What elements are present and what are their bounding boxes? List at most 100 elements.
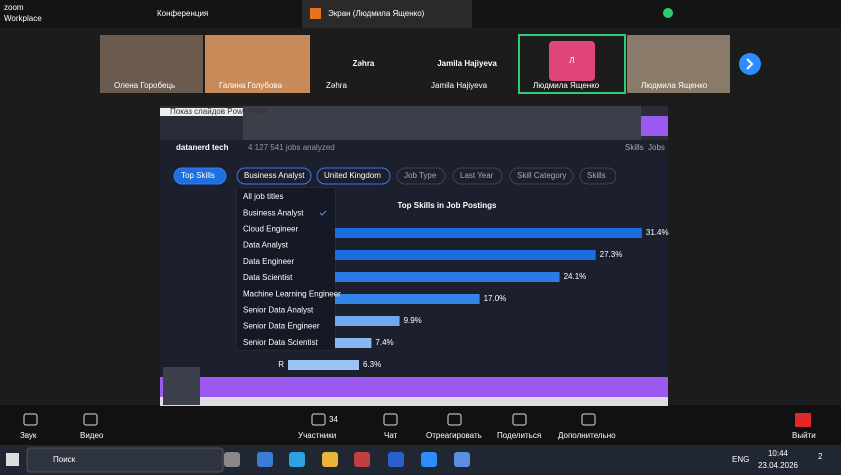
dropdown-item[interactable]: Data Analyst	[243, 241, 289, 250]
taskbar-app[interactable]	[257, 452, 273, 467]
toolbar-icon[interactable]	[512, 413, 527, 426]
nav-link[interactable]: Jobs	[648, 143, 665, 152]
dropdown-item[interactable]: Business Analyst	[243, 208, 304, 217]
toolbar-icon[interactable]	[23, 413, 38, 426]
dropdown-panel	[237, 188, 335, 350]
taskbar-app[interactable]	[421, 452, 437, 467]
filter-label: Job Type	[404, 171, 437, 180]
participant-name: Zəhra	[353, 59, 375, 68]
dropdown-item[interactable]: Cloud Engineer	[243, 225, 298, 234]
filter-label: Last Year	[460, 171, 494, 180]
value-label: 6.3%	[363, 360, 381, 369]
filter-chip[interactable]	[452, 167, 503, 185]
next-page-button[interactable]	[739, 53, 761, 75]
participant-caption: Zəhra	[326, 81, 347, 90]
filter-chip[interactable]	[173, 167, 227, 185]
filter-label: Skills	[587, 171, 606, 180]
search-box[interactable]	[26, 447, 224, 473]
bar	[288, 360, 360, 370]
filter-label: Business Analyst	[244, 171, 305, 180]
nav-link[interactable]: Skills	[625, 143, 644, 152]
taskbar-app[interactable]	[224, 452, 240, 467]
value-label: 7.4%	[375, 338, 393, 347]
toolbar-label[interactable]: Поделиться	[497, 431, 541, 440]
taskbar-app[interactable]	[354, 452, 370, 467]
dropdown-item[interactable]: Data Scientist	[243, 273, 293, 282]
tab-screen[interactable]: Экран (Людмила Ященко)	[328, 9, 425, 18]
video-tile[interactable]	[205, 35, 310, 93]
dropdown-item[interactable]: All job titles	[243, 192, 283, 201]
video-tile[interactable]	[100, 35, 203, 93]
dropdown-item[interactable]: Senior Data Analyst	[243, 306, 314, 315]
value-label: 31.4%	[646, 228, 669, 237]
participant-caption: Jamila Hajiyeva	[431, 81, 488, 90]
tab-conference[interactable]: Конференция	[157, 9, 208, 18]
toolbar-label[interactable]: Видео	[80, 431, 104, 440]
taskbar-app[interactable]	[388, 452, 404, 467]
bar	[288, 250, 596, 260]
toolbar-label[interactable]: Чат	[384, 431, 398, 440]
filter-chip[interactable]	[396, 167, 446, 185]
participant-caption: Галина Голубова	[219, 81, 283, 90]
meeting-toolbar	[0, 405, 841, 445]
jobs-analyzed: 4 127 541 jobs analyzed	[248, 143, 335, 152]
toolbar-icon[interactable]	[83, 413, 98, 426]
self-view	[163, 367, 200, 405]
taskbar-app[interactable]	[322, 452, 338, 467]
search-text[interactable]: Поиск	[53, 455, 76, 464]
toolbar-icon[interactable]	[447, 413, 462, 426]
notification-count: 2	[818, 452, 823, 461]
filter-chip[interactable]	[579, 167, 617, 185]
toolbar-icon[interactable]	[581, 413, 596, 426]
arrow-icon	[746, 58, 754, 70]
filter-label: United Kingdom	[324, 171, 381, 180]
participant-caption: Олена Горобець	[114, 81, 175, 90]
toolbar-label[interactable]: Звук	[20, 431, 37, 440]
toolbar-label[interactable]: Отреагировать	[426, 431, 482, 440]
window-status-bar	[160, 397, 668, 406]
value-label: 17.0%	[484, 294, 507, 303]
start-button[interactable]	[6, 453, 19, 466]
taskbar-app[interactable]	[454, 452, 470, 467]
security-icon	[663, 8, 673, 18]
toolbar-icon[interactable]	[311, 413, 326, 426]
toolbar-label[interactable]: Выйти	[792, 431, 816, 440]
purple-strip	[641, 116, 668, 136]
purple-band	[160, 377, 668, 397]
avatar	[549, 41, 595, 81]
dropdown-item[interactable]: Data Engineer	[243, 257, 294, 266]
dropdown-item[interactable]: Machine Learning Engineer	[243, 289, 341, 298]
window-title: Показ слайдов PowerPoint	[170, 107, 269, 116]
bar	[288, 316, 400, 326]
dropdown-item[interactable]: Senior Data Engineer	[243, 322, 320, 331]
participant-caption: Людмила Ященко	[533, 81, 600, 90]
participants-count: 34	[329, 415, 338, 424]
filter-chip[interactable]	[236, 167, 312, 185]
video-tile[interactable]	[627, 35, 730, 93]
chart-title: Top Skills in Job Postings	[398, 201, 498, 210]
value-label: 9.9%	[404, 316, 422, 325]
bar	[288, 294, 480, 304]
video-tile[interactable]	[417, 35, 517, 93]
toolbar-label[interactable]: Дополнительно	[558, 431, 616, 440]
video-tile[interactable]	[312, 35, 415, 93]
clock-date: 23.04.2026	[758, 461, 799, 470]
taskbar-app[interactable]	[289, 452, 305, 467]
tab-icon	[310, 8, 321, 19]
participant-caption: Людмила Ященко	[641, 81, 708, 90]
filter-chip[interactable]	[509, 167, 574, 185]
logo-top: zoom	[4, 3, 24, 12]
active-tab	[302, 0, 472, 28]
leave-icon[interactable]	[795, 413, 811, 427]
dropdown-item[interactable]: Senior Data Scientist	[243, 338, 318, 347]
filter-chip[interactable]	[316, 167, 391, 185]
toolbar-icon[interactable]	[383, 413, 398, 426]
toolbar-label[interactable]: Участники	[298, 431, 336, 440]
language: ENG	[732, 455, 749, 464]
bar	[288, 228, 642, 238]
filter-label: Skill Category	[517, 171, 566, 180]
brand: datanerd tech	[176, 143, 229, 152]
participant-name: Jamila Hajiyeva	[437, 59, 497, 68]
check-icon	[319, 210, 327, 216]
